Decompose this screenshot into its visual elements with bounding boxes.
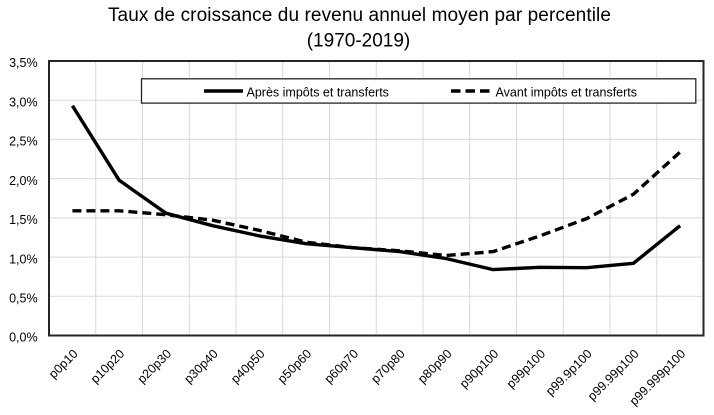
- svg-text:0,5%: 0,5%: [9, 292, 38, 306]
- svg-text:0,0%: 0,0%: [9, 331, 38, 345]
- svg-text:Après impôts et transferts: Après impôts et transferts: [247, 85, 389, 99]
- svg-text:2,5%: 2,5%: [9, 135, 38, 149]
- svg-text:3,0%: 3,0%: [9, 95, 38, 109]
- svg-text:(1970-2019): (1970-2019): [307, 31, 411, 52]
- svg-text:Avant impôts et transferts: Avant impôts et transferts: [496, 85, 638, 99]
- svg-text:3,5%: 3,5%: [9, 56, 38, 70]
- svg-text:1,5%: 1,5%: [9, 213, 38, 227]
- svg-text:Taux de croissance du revenu a: Taux de croissance du revenu annuel moye…: [108, 5, 611, 26]
- svg-text:1,0%: 1,0%: [9, 252, 38, 266]
- svg-text:2,0%: 2,0%: [9, 174, 38, 188]
